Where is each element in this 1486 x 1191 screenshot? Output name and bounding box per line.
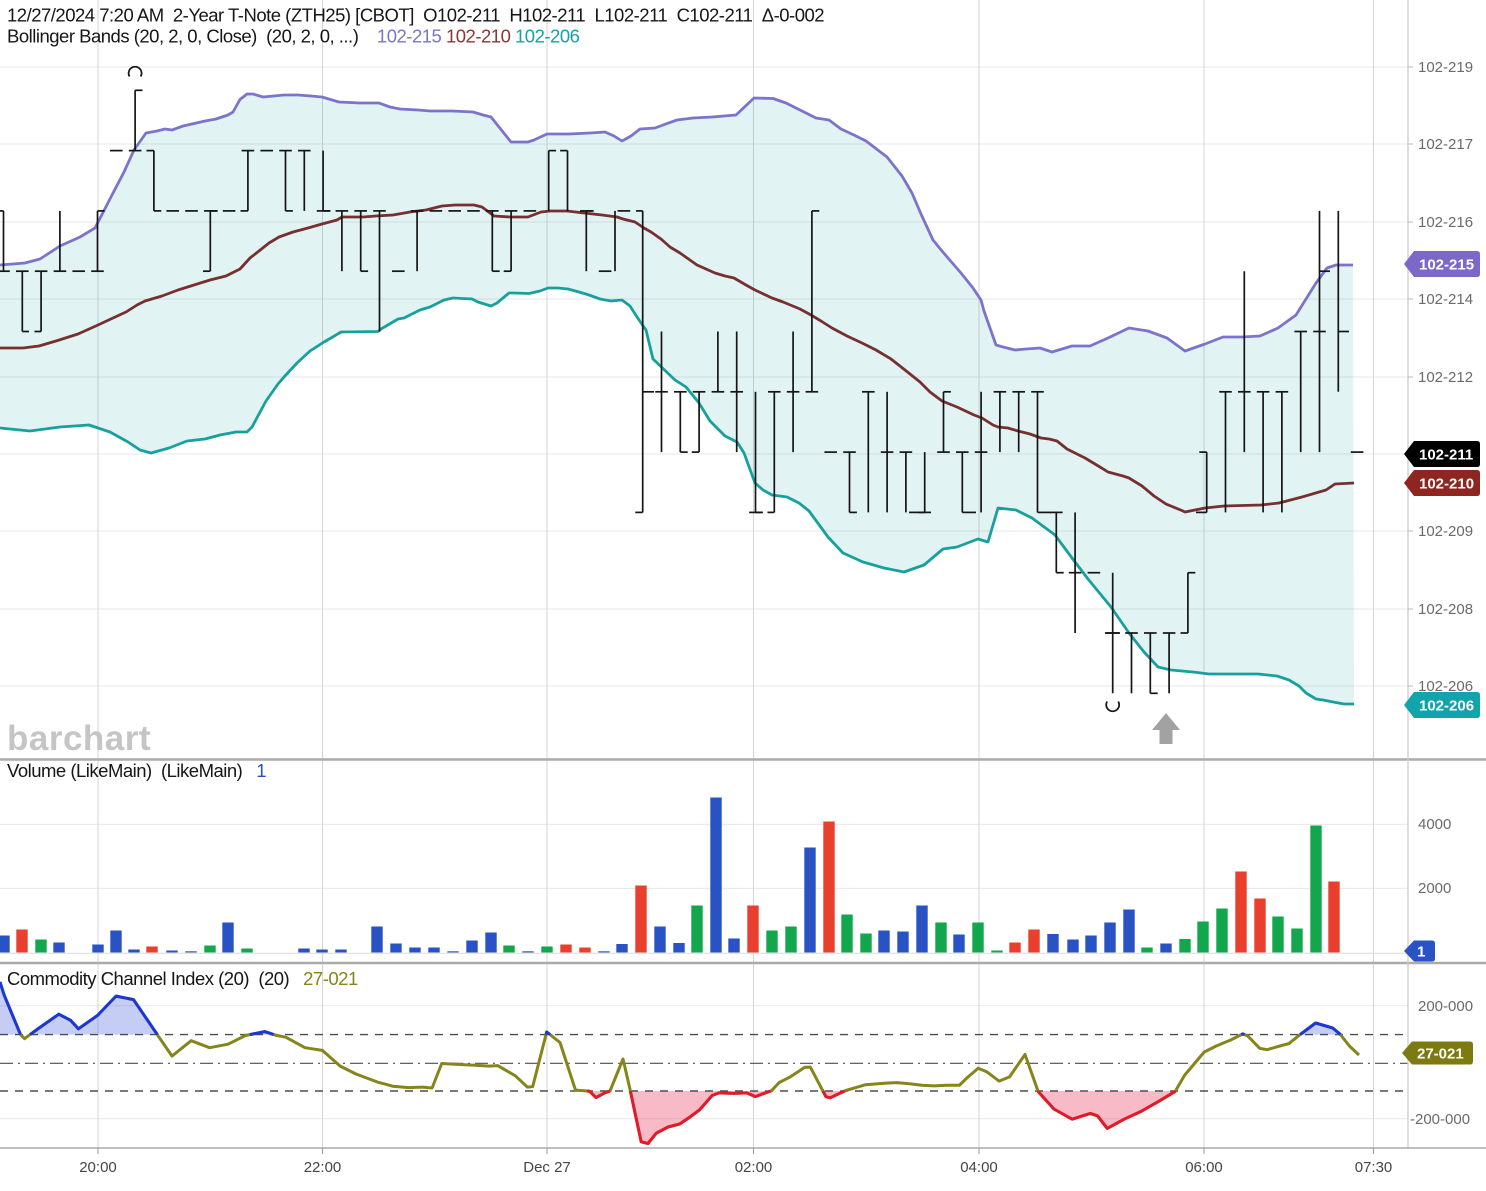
svg-text:200-000: 200-000 — [1418, 998, 1473, 1015]
svg-text:20:00: 20:00 — [79, 1159, 117, 1176]
svg-text:102-217: 102-217 — [1418, 136, 1473, 153]
svg-text:4000: 4000 — [1418, 816, 1451, 833]
svg-text:04:00: 04:00 — [960, 1159, 998, 1176]
svg-text:102-211: 102-211 — [1419, 447, 1473, 464]
svg-text:Dec 27: Dec 27 — [523, 1159, 571, 1176]
svg-text:102-206: 102-206 — [1418, 678, 1473, 695]
svg-text:Volume (LikeMain) (LikeMain): Volume (LikeMain) (LikeMain) 1 — [7, 760, 266, 781]
svg-text:1: 1 — [1417, 944, 1425, 961]
svg-text:-200-000: -200-000 — [1410, 1111, 1470, 1128]
svg-text:06:00: 06:00 — [1185, 1159, 1223, 1176]
svg-text:102-215: 102-215 — [1419, 257, 1474, 274]
svg-text:102-216: 102-216 — [1418, 214, 1473, 231]
svg-text:Commodity Channel Index (20): Commodity Channel Index (20) (20) 27-021 — [7, 968, 358, 989]
svg-text:12/27/2024 7:20 AM 2-Year T-N: 12/27/2024 7:20 AM 2-Year T-Note (ZTH25)… — [7, 5, 824, 26]
svg-text:102-214: 102-214 — [1418, 291, 1473, 308]
svg-text:102-209: 102-209 — [1418, 523, 1473, 540]
svg-text:Bollinger Bands (20, 2, 0, Clo: Bollinger Bands (20, 2, 0, Close) (20, 2… — [7, 26, 580, 47]
svg-text:07:30: 07:30 — [1355, 1159, 1393, 1176]
svg-text:2000: 2000 — [1418, 880, 1451, 897]
svg-text:102-206: 102-206 — [1419, 698, 1474, 715]
svg-text:barchart: barchart — [7, 719, 151, 758]
svg-text:102-219: 102-219 — [1418, 59, 1473, 76]
svg-text:102-212: 102-212 — [1418, 369, 1473, 386]
svg-text:22:00: 22:00 — [304, 1159, 342, 1176]
svg-text:27-021: 27-021 — [1417, 1046, 1464, 1063]
svg-text:102-208: 102-208 — [1418, 601, 1473, 618]
svg-text:102-210: 102-210 — [1419, 476, 1474, 493]
svg-text:02:00: 02:00 — [735, 1159, 773, 1176]
